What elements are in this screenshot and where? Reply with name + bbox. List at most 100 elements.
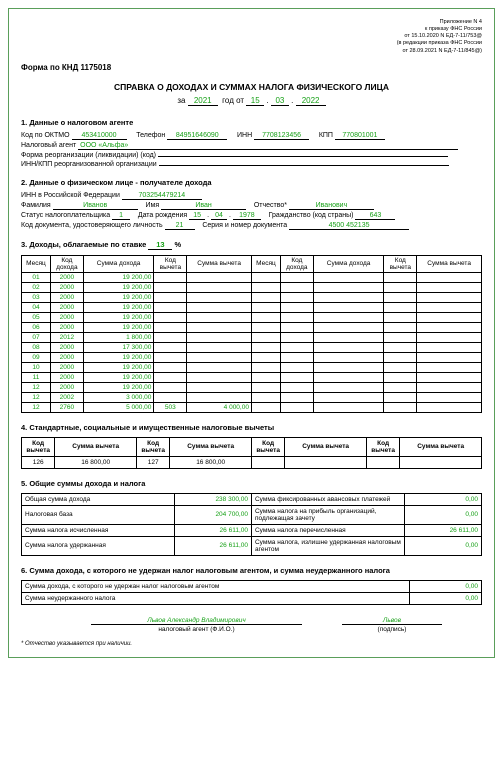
table-cell: 17 300,00: [83, 342, 154, 352]
table-cell: [313, 352, 384, 362]
inn-value: 7708123456: [254, 132, 309, 140]
table-row: 03200019 200,00: [22, 292, 482, 302]
table-cell: [251, 292, 280, 302]
year-value: 2021: [188, 96, 218, 106]
table-cell: [313, 282, 384, 292]
sign-year-value: 2022: [296, 96, 326, 106]
sig-sign-sub: (подпись): [342, 624, 442, 633]
table-cell: 2000: [50, 302, 83, 312]
d-th-s1: Сумма вычета: [55, 437, 137, 456]
annex-line: от 15.10.2020 N ЕД-7-11/753@: [21, 33, 482, 40]
table-cell: [313, 272, 384, 282]
d-th-s3: Сумма вычета: [285, 437, 367, 456]
table-cell: [154, 302, 187, 312]
section5-title: 5. Общие суммы дохода и налога: [21, 479, 482, 488]
table-cell: [280, 362, 313, 372]
table-cell: 05: [22, 312, 51, 322]
signature-area: Львов Александр Владимирович налоговый а…: [21, 617, 482, 633]
table-cell: [154, 282, 187, 292]
table-cell: [251, 282, 280, 292]
kpp-label: КПП: [319, 132, 333, 139]
table-cell: [280, 292, 313, 302]
table-cell: 04: [22, 302, 51, 312]
table-cell: [187, 352, 252, 362]
table-cell: [417, 272, 482, 282]
th-month: Месяц: [22, 255, 51, 272]
table-cell: 06: [22, 322, 51, 332]
table-row: 02200019 200,00: [22, 282, 482, 292]
table-cell: [251, 382, 280, 392]
th-sum: Сумма дохода: [83, 255, 154, 272]
name-value: Иван: [161, 202, 246, 210]
table-cell: [384, 332, 417, 342]
phone-label: Телефон: [136, 132, 165, 139]
agent-value: ООО «Альфа»: [78, 142, 458, 150]
table-cell: [417, 402, 482, 412]
table-cell: [313, 342, 384, 352]
table-cell: 19 200,00: [83, 282, 154, 292]
section6-table: Сумма дохода, с которого не удержан нало…: [21, 580, 482, 605]
table-cell: 3 000,00: [83, 392, 154, 402]
kpp-value: 770801001: [335, 132, 385, 140]
inn-rf-label: ИНН в Российской Федерации: [21, 192, 120, 199]
table-cell: [417, 282, 482, 292]
dob-m: 04: [211, 212, 227, 220]
table-cell: [417, 362, 482, 372]
th-dcode2: Код вычета: [384, 255, 417, 272]
table-cell: 19 200,00: [83, 382, 154, 392]
table-cell: [417, 322, 482, 332]
d-s4: [400, 456, 482, 468]
table-cell: [154, 272, 187, 282]
oktmo-label: Код по ОКТМО: [21, 132, 70, 139]
annex-line: (в редакции приказа ФНС России: [21, 40, 482, 47]
t-l4: Сумма налога на прибыль организаций, под…: [251, 505, 404, 524]
table-cell: [313, 322, 384, 332]
table-cell: 19 200,00: [83, 292, 154, 302]
oktmo-value: 453410000: [72, 132, 127, 140]
table-cell: [251, 342, 280, 352]
table-row: 11200019 200,00: [22, 372, 482, 382]
table-cell: [187, 392, 252, 402]
table-cell: [313, 372, 384, 382]
table-cell: [280, 342, 313, 352]
table-cell: 2000: [50, 292, 83, 302]
name-label: Имя: [145, 202, 159, 209]
table-cell: [187, 322, 252, 332]
table-cell: [154, 322, 187, 332]
totals-table: Общая сумма дохода 238 300,00 Сумма фикс…: [21, 493, 482, 556]
table-cell: [417, 382, 482, 392]
table-cell: 19 200,00: [83, 322, 154, 332]
section6-title: 6. Сумма дохода, с которого не удержан н…: [21, 566, 482, 575]
table-cell: [154, 332, 187, 342]
table-cell: [384, 282, 417, 292]
main-title: СПРАВКА О ДОХОДАХ И СУММАХ НАЛОГА ФИЗИЧЕ…: [21, 82, 482, 92]
table-cell: 4 000,00: [187, 402, 252, 412]
table-cell: [280, 302, 313, 312]
table-cell: [251, 392, 280, 402]
table-cell: 2012: [50, 332, 83, 342]
table-cell: [251, 352, 280, 362]
table-cell: [384, 302, 417, 312]
citizen-value: 643: [355, 212, 395, 220]
table-cell: [280, 382, 313, 392]
table-cell: [384, 372, 417, 382]
table-cell: [187, 382, 252, 392]
table-cell: [417, 312, 482, 322]
d-th-c2: Код вычета: [136, 437, 169, 456]
table-cell: [384, 382, 417, 392]
table-cell: 2000: [50, 372, 83, 382]
d-th-c3: Код вычета: [251, 437, 284, 456]
table-cell: 19 200,00: [83, 362, 154, 372]
d-th-c1: Код вычета: [22, 437, 55, 456]
table-row: 04200019 200,00: [22, 302, 482, 312]
th-code: Код дохода: [50, 255, 83, 272]
t-l5: Сумма налога исчисленная: [22, 524, 175, 536]
table-cell: [417, 342, 482, 352]
table-cell: [280, 402, 313, 412]
docser-value: 4500 452135: [289, 222, 409, 230]
sig-sign-name: Львов: [342, 617, 442, 624]
income-table: Месяц Код дохода Сумма дохода Код вычета…: [21, 255, 482, 413]
table-cell: [280, 282, 313, 292]
table-cell: 2000: [50, 272, 83, 282]
dob-label: Дата рождения: [138, 212, 187, 219]
